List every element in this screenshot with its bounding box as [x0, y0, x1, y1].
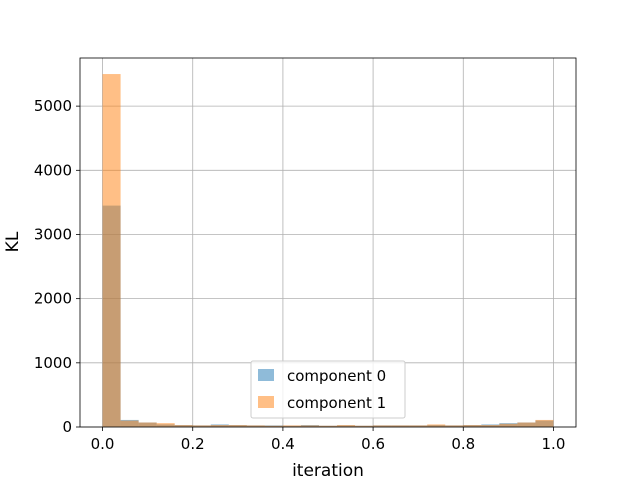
x-tick-label: 0.4 — [271, 435, 295, 453]
x-tick-label: 0.2 — [181, 435, 205, 453]
histogram-bars — [102, 74, 554, 427]
legend-label-component-1: component 1 — [287, 394, 386, 412]
plot-frame — [79, 57, 577, 428]
y-tick-label: 1000 — [34, 354, 72, 372]
y-axis-ticks: 0 1000 2000 3000 4000 5000 — [34, 97, 80, 436]
bar-component-1 — [445, 425, 464, 427]
x-tick-label: 1.0 — [542, 435, 566, 453]
bar-component-1 — [156, 423, 175, 427]
y-axis-label: KL — [3, 231, 23, 252]
bar-component-1 — [318, 425, 338, 427]
x-tick-label: 0.0 — [91, 435, 115, 453]
legend-swatch-component-0 — [258, 369, 274, 381]
y-tick-label: 4000 — [34, 161, 72, 179]
x-axis-ticks: 0.0 0.2 0.4 0.6 0.8 1.0 — [91, 427, 566, 453]
bar-component-1 — [210, 425, 229, 427]
legend: component 0 component 1 — [250, 360, 406, 419]
y-tick-label: 3000 — [34, 225, 72, 243]
bar-component-1 — [246, 425, 265, 427]
bar-component-1 — [337, 425, 356, 427]
bar-component-1 — [481, 425, 500, 427]
bar-component-1 — [373, 425, 392, 427]
x-tick-label: 0.8 — [451, 435, 475, 453]
x-axis-label: iteration — [292, 461, 364, 480]
y-tick-label: 5000 — [34, 97, 72, 115]
legend-box — [250, 360, 406, 419]
legend-swatch-component-1 — [258, 396, 274, 408]
bar-component-1 — [391, 425, 410, 427]
x-tick-label: 0.6 — [361, 435, 385, 453]
legend-label-component-0: component 0 — [287, 367, 386, 385]
bar-component-1 — [102, 74, 121, 427]
bar-component-1 — [228, 425, 247, 427]
bar-component-1 — [138, 422, 157, 427]
bar-component-1 — [300, 425, 319, 427]
bar-component-1 — [535, 419, 554, 427]
bar-component-1 — [355, 425, 374, 427]
y-tick-label: 0 — [62, 418, 72, 436]
bar-component-1 — [120, 420, 139, 427]
y-tick-label: 2000 — [34, 290, 72, 308]
bar-component-1 — [409, 425, 428, 427]
bar-component-1 — [499, 423, 518, 427]
bar-component-1 — [427, 424, 446, 427]
bar-component-1 — [174, 425, 193, 427]
bar-component-1 — [282, 425, 301, 427]
bar-component-1 — [264, 425, 283, 427]
bar-component-1 — [192, 425, 211, 427]
bar-component-1 — [517, 422, 536, 427]
bar-component-1 — [463, 425, 482, 427]
